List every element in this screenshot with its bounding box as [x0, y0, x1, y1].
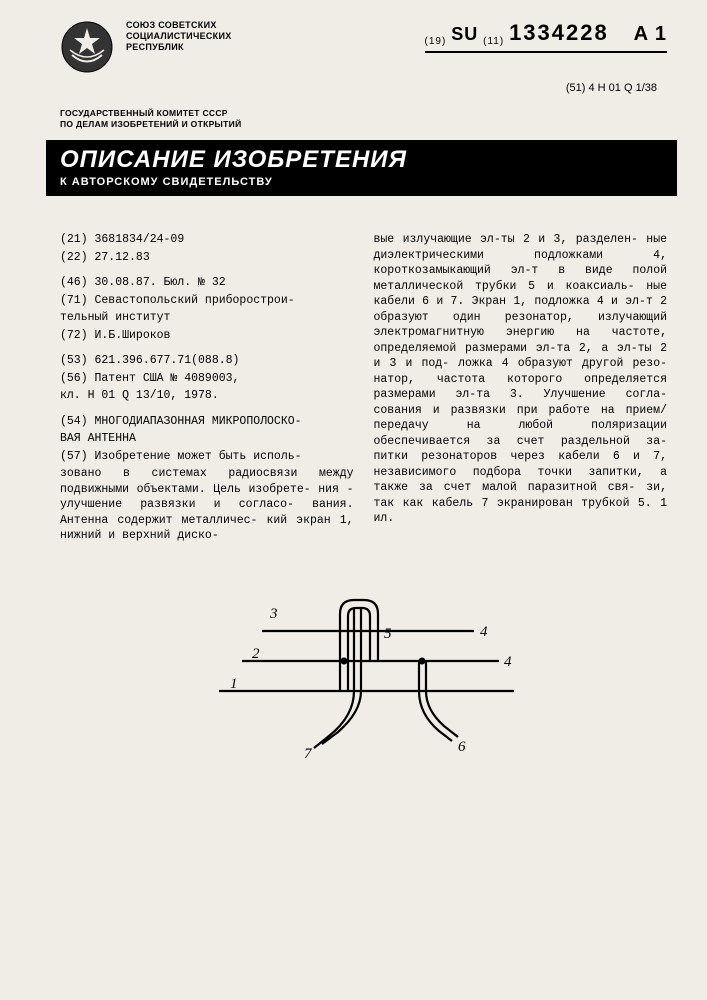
code-19: (19) — [425, 36, 447, 47]
field-22: (22) 27.12.83 — [60, 250, 354, 266]
field-56b: кл. H 01 Q 13/10, 1978. — [60, 388, 354, 404]
code-11: (11) — [483, 36, 504, 47]
antenna-figure: 1 2 3 4 4 5 6 7 — [154, 576, 574, 776]
field-57: (57) Изобретение может быть исполь- — [60, 449, 354, 465]
committee-line2: ПО ДЕЛАМ ИЗОБРЕТЕНИЙ И ОТКРЫТИЙ — [60, 119, 667, 130]
right-column: вые излучающие эл-ты 2 и 3, разделен- ны… — [374, 232, 668, 546]
left-column: (21) 3681834/24-09 (22) 27.12.83 (46) 30… — [60, 232, 354, 546]
publication-code: (19) SU (11) 1334228 A 1 — [425, 20, 667, 53]
svg-text:1: 1 — [230, 676, 238, 692]
code-51: (51) 4 — [566, 82, 595, 94]
field-71: (71) Севастопольский приборострои- — [60, 293, 354, 309]
svg-text:6: 6 — [458, 739, 466, 755]
classif-value: H 01 Q 1/38 — [598, 82, 657, 94]
figure-diagram: 1 2 3 4 4 5 6 7 — [60, 576, 667, 786]
ussr-line1: СОЮЗ СОВЕТСКИХ — [126, 20, 232, 31]
svg-text:7: 7 — [304, 746, 313, 762]
title-block: ОПИСАНИЕ ИЗОБРЕТЕНИЯ К АВТОРСКОМУ СВИДЕТ… — [46, 140, 677, 196]
ussr-label: СОЮЗ СОВЕТСКИХ СОЦИАЛИСТИЧЕСКИХ РЕСПУБЛИ… — [126, 20, 232, 52]
svg-text:4: 4 — [504, 654, 512, 670]
svg-text:3: 3 — [269, 606, 278, 622]
field-54b: ВАЯ АНТЕННА — [60, 431, 354, 447]
svg-text:5: 5 — [384, 626, 392, 642]
code-num: 1334228 — [509, 20, 609, 45]
right-body: вые излучающие эл-ты 2 и 3, разделен- ны… — [374, 232, 668, 527]
field-72: (72) И.Б.Широков — [60, 328, 354, 344]
field-21: (21) 3681834/24-09 — [60, 232, 354, 248]
code-a1: A 1 — [634, 23, 667, 45]
field-56: (56) Патент США № 4089003, — [60, 371, 354, 387]
title-main: ОПИСАНИЕ ИЗОБРЕТЕНИЯ — [60, 146, 663, 174]
left-body: зовано в системах радиосвязи между подви… — [60, 466, 354, 544]
ussr-line3: РЕСПУБЛИК — [126, 42, 232, 53]
title-sub: К АВТОРСКОМУ СВИДЕТЕЛЬСТВУ — [60, 176, 663, 188]
field-46: (46) 30.08.87. Бюл. № 32 — [60, 275, 354, 291]
code-su: SU — [451, 24, 478, 44]
committee-line1: ГОСУДАРСТВЕННЫЙ КОМИТЕТ СССР — [60, 108, 667, 119]
field-54: (54) МНОГОДИАПАЗОННАЯ МИКРОПОЛОСКО- — [60, 414, 354, 430]
svg-text:2: 2 — [252, 646, 260, 662]
body-columns: (21) 3681834/24-09 (22) 27.12.83 (46) 30… — [60, 232, 667, 546]
field-53: (53) 621.396.677.71(088.8) — [60, 353, 354, 369]
svg-text:4: 4 — [480, 624, 488, 640]
committee-label: ГОСУДАРСТВЕННЫЙ КОМИТЕТ СССР ПО ДЕЛАМ ИЗ… — [60, 108, 667, 130]
ussr-emblem-icon — [60, 20, 114, 74]
ussr-line2: СОЦИАЛИСТИЧЕСКИХ — [126, 31, 232, 42]
classification: (51) 4 H 01 Q 1/38 — [60, 82, 657, 94]
field-71b: тельный институт — [60, 310, 354, 326]
